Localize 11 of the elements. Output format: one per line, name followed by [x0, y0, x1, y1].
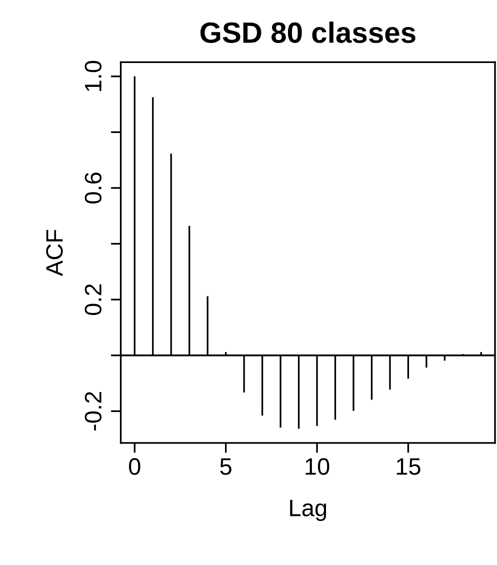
x-tick-label: 5 — [220, 458, 232, 475]
y-tick-label: -0.2 — [84, 392, 102, 430]
x-tick-label: 15 — [396, 458, 420, 475]
y-axis-title: ACF — [46, 230, 63, 276]
y-tick-label: 0.2 — [84, 284, 102, 316]
x-tick-label: 10 — [306, 458, 330, 475]
chart-title: GSD 80 classes — [200, 22, 416, 43]
y-tick-label: 0.6 — [84, 172, 102, 204]
y-tick-label: 1.0 — [84, 60, 102, 91]
x-axis-title: Lag — [290, 500, 326, 522]
x-tick-label: 0 — [128, 458, 140, 475]
